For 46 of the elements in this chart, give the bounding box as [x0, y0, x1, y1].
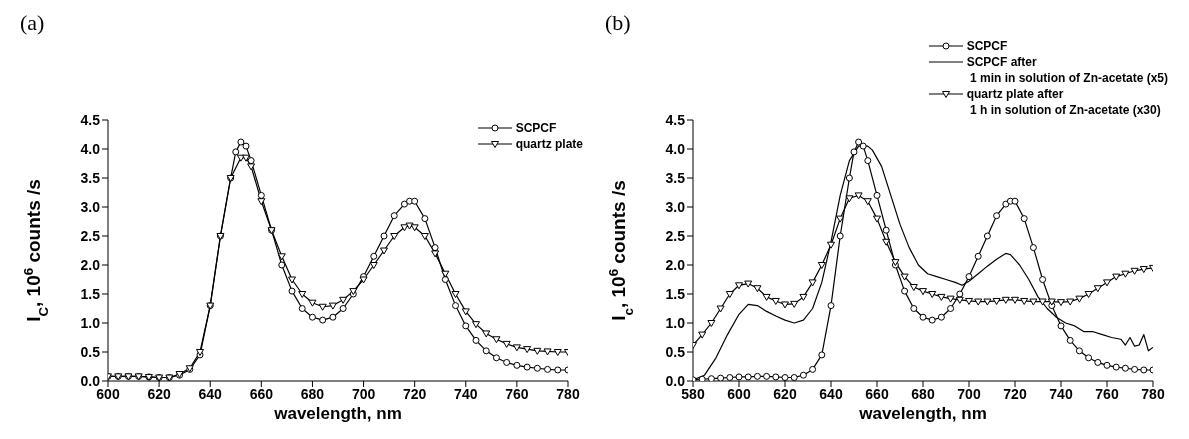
y-tick-label: 3.5	[665, 169, 686, 186]
x-tick-label: 620	[147, 385, 171, 402]
x-tick-label: 720	[1003, 385, 1027, 402]
y-tick-label: 4.0	[665, 140, 686, 157]
x-tick-label: 720	[402, 385, 427, 402]
y-tick-label: 0.5	[80, 343, 101, 360]
x-tick-label: 760	[1095, 385, 1119, 402]
x-tick-label: 680	[300, 385, 325, 402]
chart-title: (b)	[605, 10, 631, 36]
x-tick-label: 680	[911, 385, 935, 402]
legend-label: quartz plate	[515, 136, 583, 152]
x-tick-label: 640	[819, 385, 843, 402]
y-tick-label: 0.5	[665, 343, 686, 360]
y-tick-label: 2.0	[80, 256, 101, 273]
x-tick-label: 700	[957, 385, 981, 402]
x-tick-label: 660	[249, 385, 274, 402]
y-tick-label: 3.5	[80, 169, 101, 186]
x-tick-label: 780	[1141, 385, 1165, 402]
y-tick-label: 2.5	[80, 227, 101, 244]
x-tick-label: 620	[773, 385, 797, 402]
x-axis-title: wavelength, nm	[273, 403, 403, 425]
x-axis-title: wavelength, nm	[858, 403, 988, 425]
y-tick-label: 3.0	[665, 198, 686, 215]
y-tick-label: 1.0	[665, 314, 686, 331]
x-tick-label: 660	[865, 385, 889, 402]
legend-label: SCPCF after 1 min in solution of Zn-acetate (x5)	[966, 54, 1168, 86]
legend-label: quartz plate after 1 h in solution of Zn-acetate (x30)	[966, 86, 1161, 118]
x-tick-label: 700	[351, 385, 376, 402]
y-tick-label: 4.5	[80, 111, 101, 128]
y-tick-label: 2.5	[665, 227, 686, 244]
y-tick-label: 1.5	[665, 285, 686, 302]
x-tick-label: 640	[198, 385, 223, 402]
x-tick-label: 740	[1049, 385, 1073, 402]
y-tick-label: 3.0	[80, 198, 101, 215]
x-tick-label: 780	[556, 385, 580, 402]
y-tick-label: 1.5	[80, 285, 101, 302]
chart-title: (a)	[20, 10, 45, 36]
y-tick-label: 1.0	[80, 314, 101, 331]
legend-label: SCPCF	[966, 38, 1008, 54]
legend-label: SCPCF	[515, 120, 557, 136]
y-tick-label: 2.0	[665, 256, 686, 273]
x-tick-label: 740	[454, 385, 478, 402]
y-tick-label: 4.5	[665, 111, 686, 128]
x-tick-label: 760	[505, 385, 529, 402]
y-tick-label: 4.0	[80, 140, 101, 157]
x-tick-label: 600	[727, 385, 751, 402]
